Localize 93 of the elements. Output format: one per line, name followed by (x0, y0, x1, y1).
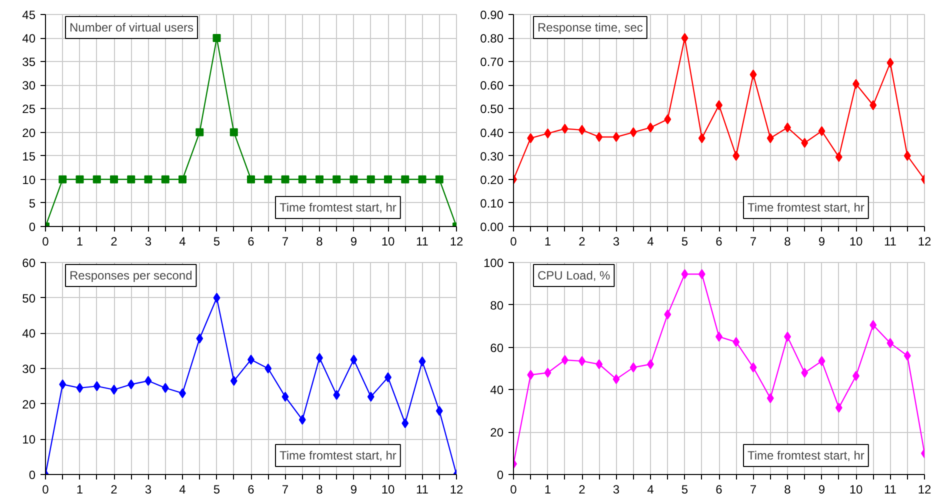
y-tick-label: 30 (22, 362, 36, 376)
y-tick-label: 0.10 (480, 196, 504, 210)
y-tick-label: 0 (28, 220, 36, 234)
x-tick-label: 12 (918, 234, 932, 248)
y-tick-label: 80 (490, 298, 504, 312)
x-tick-label: 4 (179, 234, 186, 248)
x-axis-title: Time fromtest start, hr (280, 200, 396, 214)
x-tick-label: 9 (350, 234, 358, 248)
x-tick-label: 11 (884, 234, 897, 248)
x-tick-label: 6 (716, 234, 723, 248)
y-tick-label: 20 (490, 426, 504, 440)
x-tick-label: 1 (76, 234, 84, 248)
x-tick-label: 7 (282, 234, 289, 248)
y-tick-label: 5 (28, 196, 36, 210)
y-tick-label: 40 (490, 383, 504, 398)
y-tick-label: 0 (28, 468, 36, 482)
x-tick-label: 8 (784, 234, 792, 248)
y-tick-label: 0.70 (480, 55, 504, 70)
x-tick-label: 5 (681, 482, 688, 496)
x-tick-label: 11 (416, 234, 429, 248)
x-tick-label: 2 (578, 234, 586, 248)
x-tick-label: 3 (612, 482, 620, 496)
y-tick-label: 25 (22, 102, 36, 116)
x-tick-label: 2 (110, 482, 118, 496)
x-tick-label: 7 (750, 482, 757, 496)
x-tick-label: 10 (381, 234, 395, 248)
y-tick-label: 10 (22, 172, 36, 187)
y-tick-label: 0.50 (480, 102, 504, 116)
x-tick-label: 4 (647, 482, 654, 496)
x-tick-label: 0 (42, 234, 50, 248)
x-tick-label: 8 (316, 482, 324, 496)
y-tick-label: 15 (22, 149, 36, 164)
y-tick-label: 45 (22, 8, 36, 22)
y-tick-label: 50 (22, 291, 36, 306)
y-tick-label: 35 (22, 55, 36, 70)
x-tick-label: 10 (849, 234, 863, 248)
x-tick-label: 8 (316, 234, 324, 248)
x-tick-label: 10 (849, 482, 863, 496)
x-tick-label: 6 (248, 234, 255, 248)
y-tick-label: 10 (22, 432, 36, 447)
y-axis-title: Number of virtual users (70, 20, 194, 34)
x-tick-label: 1 (76, 482, 84, 496)
x-tick-label: 11 (416, 482, 429, 496)
y-tick-label: 0.60 (480, 78, 504, 93)
y-tick-label: 20 (22, 397, 36, 412)
x-tick-label: 0 (510, 482, 518, 496)
y-tick-label: 40 (22, 326, 36, 341)
x-tick-label: 3 (144, 482, 152, 496)
x-tick-label: 7 (282, 482, 289, 496)
y-tick-label: 0.00 (480, 220, 504, 234)
y-tick-label: 0.80 (480, 32, 504, 46)
x-tick-label: 5 (681, 234, 688, 248)
x-axis-title: Time fromtest start, hr (748, 200, 864, 214)
x-tick-label: 2 (578, 482, 586, 496)
x-tick-label: 6 (248, 482, 255, 496)
x-tick-label: 6 (716, 482, 723, 496)
y-tick-label: 0.40 (480, 126, 504, 140)
x-tick-label: 9 (818, 234, 826, 248)
y-axis-title: Responses per second (70, 268, 192, 282)
x-tick-label: 4 (179, 482, 186, 496)
y-tick-label: 40 (22, 32, 36, 46)
y-tick-label: 0.30 (480, 149, 504, 164)
x-tick-label: 0 (42, 482, 50, 496)
x-tick-label: 12 (918, 482, 932, 496)
y-tick-label: 0 (496, 468, 504, 482)
x-tick-label: 9 (818, 482, 826, 496)
x-tick-label: 10 (381, 482, 395, 496)
y-tick-label: 0.90 (480, 8, 504, 22)
x-tick-label: 5 (213, 234, 220, 248)
x-tick-label: 1 (544, 234, 552, 248)
x-tick-label: 2 (110, 234, 118, 248)
x-tick-label: 7 (750, 234, 757, 248)
x-tick-label: 12 (450, 234, 464, 248)
y-axis-title: Response time, sec (538, 20, 643, 34)
x-tick-label: 3 (144, 234, 152, 248)
x-tick-label: 8 (784, 482, 792, 496)
x-tick-label: 4 (647, 234, 654, 248)
y-axis-title: CPU Load, % (538, 268, 611, 282)
x-axis-title: Time fromtest start, hr (280, 448, 396, 462)
y-tick-label: 20 (22, 126, 36, 140)
y-tick-label: 100 (483, 256, 504, 270)
x-tick-label: 9 (350, 482, 358, 496)
y-tick-label: 60 (22, 256, 36, 270)
x-tick-label: 11 (884, 482, 897, 496)
x-tick-label: 0 (510, 234, 518, 248)
y-tick-label: 0.20 (480, 172, 504, 187)
x-tick-label: 3 (612, 234, 620, 248)
y-tick-label: 30 (22, 78, 36, 93)
y-tick-label: 60 (490, 340, 504, 355)
x-tick-label: 1 (544, 482, 552, 496)
x-axis-title: Time fromtest start, hr (748, 448, 864, 462)
x-tick-label: 5 (213, 482, 220, 496)
x-tick-label: 12 (450, 482, 464, 496)
